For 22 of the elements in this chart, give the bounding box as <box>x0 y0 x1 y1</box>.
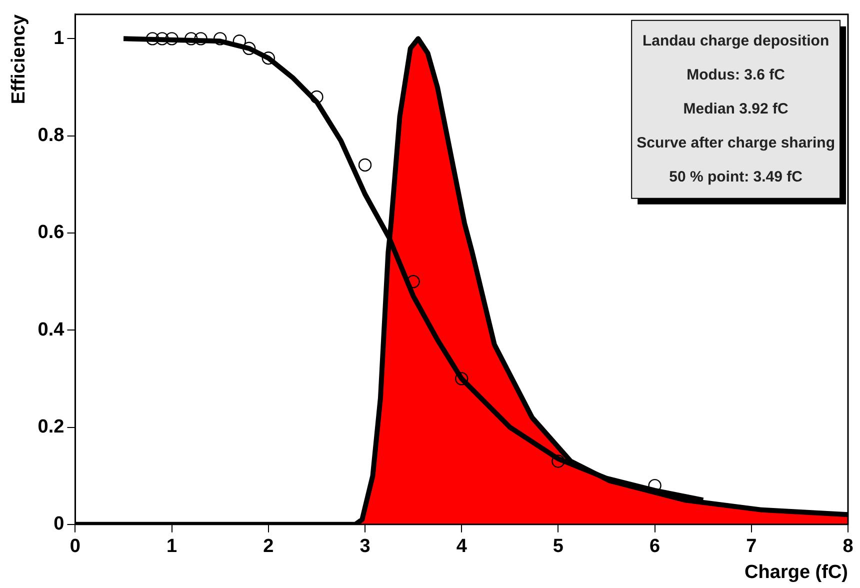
annotation: 50 % point: 3.49 fC <box>669 168 803 186</box>
x-axis-title: Charge (fC) <box>744 562 848 583</box>
annotation: Scurve after charge sharing <box>636 134 836 152</box>
y-axis-title: Efficiency <box>8 14 30 104</box>
y-tick-label: 0.6 <box>38 222 64 244</box>
y-tick-label: 0.2 <box>38 416 64 438</box>
x-tick-label: 0 <box>70 536 80 558</box>
y-tick-label: 1 <box>54 28 65 49</box>
x-tick-label: 7 <box>746 536 757 558</box>
x-tick-label: 2 <box>263 536 274 558</box>
y-tick-label: 0.8 <box>38 125 64 146</box>
annotation: Modus: 3.6 fC <box>686 66 786 84</box>
y-tick-label: 0.4 <box>38 319 65 340</box>
x-tick-label: 4 <box>456 536 468 558</box>
x-tick-label: 8 <box>842 536 854 558</box>
y-tick-label: 0 <box>54 514 64 535</box>
x-tick-label: 5 <box>552 536 564 558</box>
x-tick-label: 6 <box>650 536 660 558</box>
annotation: Median 3.92 fC <box>683 100 788 118</box>
x-tick-label: 1 <box>166 536 178 558</box>
annotation: Landau charge deposition <box>642 32 830 50</box>
x-tick-label: 3 <box>360 536 370 558</box>
